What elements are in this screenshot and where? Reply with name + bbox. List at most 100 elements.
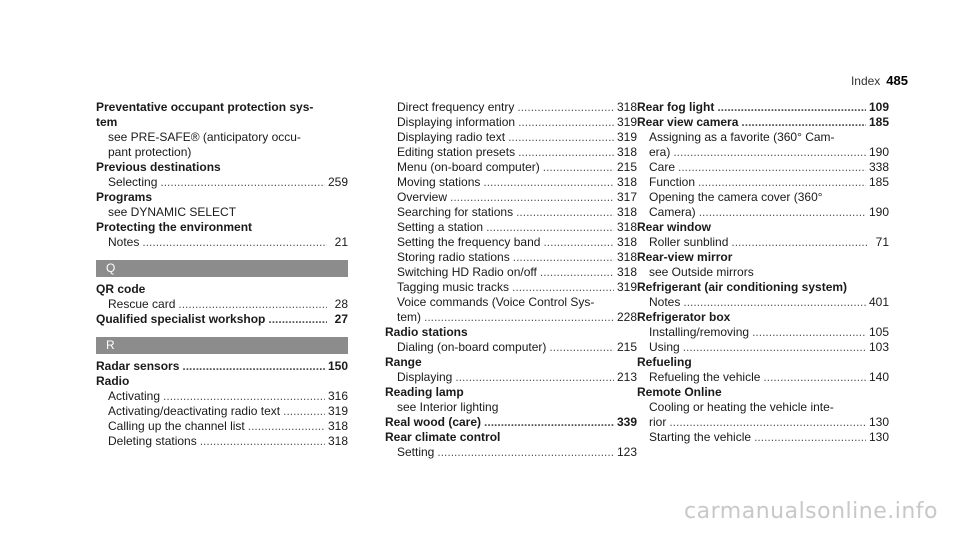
index-heading: Reading lamp (385, 385, 464, 399)
entry-page-number: 318 (616, 145, 637, 159)
leader-dots (699, 205, 866, 220)
index-subentry[interactable]: Installing/removing 105 (637, 325, 889, 340)
index-subentry[interactable]: Overview 317 (385, 190, 637, 205)
leader-dots (741, 115, 866, 130)
index-subentry[interactable]: Moving stations 318 (385, 175, 637, 190)
watermark: carmanualsonline.info (684, 499, 938, 524)
entry-label: Deleting stations (108, 434, 197, 448)
entry-label: Notes (649, 295, 681, 309)
leader-dots (283, 404, 325, 419)
entry-page-number: 123 (616, 445, 637, 459)
index-subentry[interactable]: Selecting 259 (96, 175, 348, 190)
index-subentry[interactable]: Notes 401 (637, 295, 889, 310)
entry-page-number: 316 (327, 389, 348, 403)
leader-dots (455, 370, 614, 385)
entry-label: Editing station presets (397, 145, 516, 159)
index-heading: tem (96, 115, 118, 129)
index-subentry[interactable]: Refueling the vehicle 140 (637, 370, 889, 385)
index-subentry[interactable]: Displaying information 319 (385, 115, 637, 130)
index-subentry[interactable]: Dialing (on-board computer) 215 (385, 340, 637, 355)
entry-label: Setting the frequency band (397, 235, 541, 249)
entry-page-number: 318 (616, 205, 637, 219)
entry-label: Installing/removing (649, 325, 750, 339)
index-subentry[interactable]: Tagging music tracks 319 (385, 280, 637, 295)
entry-label: Setting (397, 445, 435, 459)
entry-page-number: 318 (616, 100, 637, 114)
index-heading: Radio (96, 374, 130, 388)
index-subentry[interactable]: Setting a station 318 (385, 220, 637, 235)
entry-label: Activating (108, 389, 161, 403)
entry-label: Tagging music tracks (397, 280, 510, 294)
leader-dots (717, 100, 866, 115)
index-subentry[interactable]: Roller sunblind 71 (637, 235, 889, 250)
leader-dots (437, 445, 614, 460)
entry-label: Storing radio stations (397, 250, 510, 264)
entry-page-number: 21 (334, 235, 348, 249)
entry-page-number: 318 (327, 434, 348, 448)
index-subentry[interactable]: Rescue card 28 (96, 297, 348, 312)
index-subentry[interactable]: Activating/deactivating radio text 319 (96, 404, 348, 419)
index-subentry[interactable]: Function 185 (637, 175, 889, 190)
index-subentry[interactable]: tem) 228 (385, 310, 637, 325)
index-entry[interactable]: Rear fog light 109 (637, 100, 889, 115)
leader-dots (508, 130, 614, 145)
index-heading: Radio stations (385, 325, 468, 339)
index-subentry[interactable]: Starting the vehicle 130 (637, 430, 889, 445)
index-subentry[interactable]: Using 103 (637, 340, 889, 355)
leader-dots (200, 434, 325, 449)
entry-page-number: 185 (868, 175, 889, 189)
index-subentry-text: Assigning as a favorite (360° Cam- (649, 130, 835, 144)
index-subentry[interactable]: Calling up the channel list 318 (96, 419, 348, 434)
index-subentry[interactable]: Storing radio stations 318 (385, 250, 637, 265)
index-subentry-text: see Outside mirrors (649, 265, 754, 279)
index-entry[interactable]: Qualified specialist workshop 27 (96, 312, 348, 327)
leader-dots (669, 415, 866, 430)
entry-label: Calling up the channel list (108, 419, 245, 433)
index-subentry[interactable]: Displaying radio text 319 (385, 130, 637, 145)
entry-label: Care (649, 160, 676, 174)
index-subentry[interactable]: rior 130 (637, 415, 889, 430)
index-heading: Refrigerator box (637, 310, 731, 324)
index-subentry[interactable]: Editing station presets 318 (385, 145, 637, 160)
index-subentry[interactable]: Setting 123 (385, 445, 637, 460)
entry-page-number: 71 (875, 235, 889, 249)
entry-label: Rear view camera (637, 115, 739, 129)
index-subentry[interactable]: Direct frequency entry 318 (385, 100, 637, 115)
index-subentry[interactable]: Care 338 (637, 160, 889, 175)
index-subentry[interactable]: Searching for stations 318 (385, 205, 637, 220)
index-subentry[interactable]: Notes 21 (96, 235, 348, 250)
entry-page-number: 318 (616, 235, 637, 249)
index-column-3: Rear fog light 109 Rear view camera 185 Assi… (637, 100, 889, 445)
section-letter-bar: R (96, 337, 348, 354)
entry-label: Menu (on-board computer) (397, 160, 540, 174)
entry-page-number: 401 (868, 295, 889, 309)
index-subentry[interactable]: Displaying 213 (385, 370, 637, 385)
entry-page-number: 150 (327, 359, 348, 373)
index-subentry[interactable]: Setting the frequency band 318 (385, 235, 637, 250)
index-entry[interactable]: Real wood (care) 339 (385, 415, 637, 430)
entry-label: Overview (397, 190, 448, 204)
entry-page-number: 338 (868, 160, 889, 174)
leader-dots (178, 297, 327, 312)
index-entry[interactable]: Rear view camera 185 (637, 115, 889, 130)
entry-label: Displaying (397, 370, 453, 384)
header-title: Index (850, 74, 881, 88)
entry-label: Rescue card (108, 297, 176, 311)
leader-dots (683, 340, 866, 355)
entry-label: Roller sunblind (649, 235, 729, 249)
index-subentry[interactable]: Activating 316 (96, 389, 348, 404)
entry-label: Moving stations (397, 175, 481, 189)
entry-label: Camera) (649, 205, 696, 219)
leader-dots (483, 175, 614, 190)
index-subentry-text: Voice commands (Voice Control Sys- (397, 295, 595, 309)
index-entry[interactable]: Radar sensors 150 (96, 359, 348, 374)
entry-label: Rear fog light (637, 100, 715, 114)
leader-dots (486, 220, 614, 235)
index-heading: Refueling (637, 355, 692, 369)
index-subentry[interactable]: Menu (on-board computer) 215 (385, 160, 637, 175)
index-subentry[interactable]: Camera) 190 (637, 205, 889, 220)
index-subentry[interactable]: Deleting stations 318 (96, 434, 348, 449)
index-subentry[interactable]: Switching HD Radio on/off 318 (385, 265, 637, 280)
index-subentry[interactable]: era) 190 (637, 145, 889, 160)
entry-page-number: 319 (616, 280, 637, 294)
